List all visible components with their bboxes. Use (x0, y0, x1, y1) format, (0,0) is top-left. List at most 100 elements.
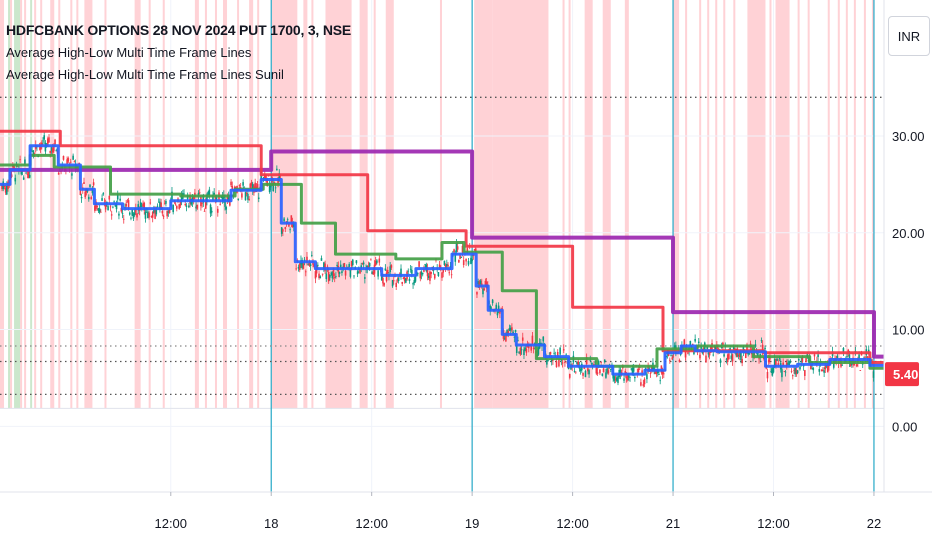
highlight-band-red (34, 0, 37, 409)
highlight-band-red (40, 0, 43, 409)
indicator-label-2[interactable]: Average High-Low Multi Time Frame Lines … (6, 67, 284, 82)
candle-body (204, 202, 207, 209)
candle-body (195, 206, 197, 209)
candle-body (137, 204, 140, 210)
candle-body (94, 205, 96, 211)
candle-body (564, 361, 566, 363)
candle-body (221, 195, 224, 202)
candle-body (793, 369, 795, 371)
y-axis[interactable]: 30.00 20.00 10.00 0.00 (892, 129, 925, 434)
candle-body (378, 258, 381, 263)
candle-body (288, 223, 290, 227)
candle-body (147, 211, 149, 219)
candle-body (851, 363, 853, 365)
currency-button[interactable]: INR (888, 16, 930, 56)
time-axis-area (0, 492, 932, 550)
candle-body (824, 365, 827, 370)
candle-body (796, 370, 799, 374)
candle-body (314, 271, 317, 279)
candle-body (738, 350, 741, 358)
candle-body (820, 369, 823, 372)
candle-body (390, 265, 393, 268)
candle-body (663, 373, 665, 375)
candle-body (304, 271, 307, 273)
candle-body (625, 376, 628, 379)
x-axis[interactable]: 12:00 18 12:00 19 12:00 21 12:00 22 (154, 492, 881, 531)
candle-body (601, 373, 604, 376)
candle-body (395, 282, 397, 287)
candle-body (405, 278, 407, 283)
highlight-band-red (237, 0, 240, 409)
candle-body (825, 365, 828, 367)
candle-body (97, 208, 100, 212)
candle-body (156, 205, 159, 207)
candle-body (782, 362, 784, 366)
candle-body (376, 260, 378, 263)
candle-body (411, 269, 413, 274)
highlight-band-red (20, 0, 23, 409)
candle-body (714, 345, 717, 350)
candle-body (758, 358, 760, 360)
candle-body (420, 271, 423, 275)
highlight-band-red (249, 0, 254, 409)
candle-body (433, 273, 436, 279)
candle-body (537, 347, 540, 355)
candle-body (374, 260, 377, 266)
x-tick-label: 12:00 (154, 516, 187, 531)
candle-body (472, 255, 475, 257)
candle-body (336, 264, 338, 267)
candle-body (202, 195, 205, 203)
candle-body (100, 211, 102, 213)
candle-body (33, 152, 36, 154)
candle-body (607, 370, 610, 374)
candle-body (710, 345, 712, 353)
candle-body (760, 340, 763, 342)
candle-body (292, 223, 295, 227)
candle-body (270, 185, 272, 188)
candle-body (132, 213, 135, 219)
candle-body (397, 277, 400, 282)
candle-body (634, 376, 636, 379)
candle-body (178, 204, 181, 209)
candle-body (565, 354, 567, 356)
candle-body (341, 271, 343, 274)
candle-body (392, 280, 395, 282)
candle-body (138, 210, 141, 211)
candle-body (69, 161, 72, 163)
candle-body (794, 368, 796, 375)
candle-body (196, 204, 199, 209)
candle-body (121, 212, 124, 214)
candle-body (430, 271, 432, 274)
candle-body (84, 191, 86, 198)
highlight-band-red (325, 0, 352, 409)
candle-body (444, 264, 447, 269)
candle-body (213, 192, 215, 195)
highlight-band-red (584, 0, 593, 409)
candle-body (3, 185, 6, 187)
candle-body (329, 274, 331, 278)
y-tick-label: 30.00 (892, 129, 925, 144)
candle-body (697, 341, 700, 343)
price-axis-area (884, 0, 932, 550)
candle-body (356, 271, 359, 275)
indicator-label-1[interactable]: Average High-Low Multi Time Frame Lines (6, 45, 252, 60)
candle-body (800, 361, 803, 363)
highlight-band-red (271, 0, 298, 409)
candle-body (54, 139, 56, 145)
candle-body (723, 354, 725, 357)
candle-body (32, 150, 35, 157)
highlight-band-red (439, 0, 442, 409)
highlight-band-red (733, 0, 736, 409)
candle-body (585, 357, 588, 365)
candle-body (179, 200, 182, 206)
candle-body (335, 276, 337, 278)
candle-body (708, 351, 711, 356)
candle-body (141, 205, 143, 207)
candle-body (183, 193, 185, 195)
candle-body (679, 354, 682, 356)
candle-body (795, 369, 798, 375)
candle-body (700, 346, 702, 349)
candle-body (28, 174, 31, 178)
candle-body (112, 206, 114, 208)
